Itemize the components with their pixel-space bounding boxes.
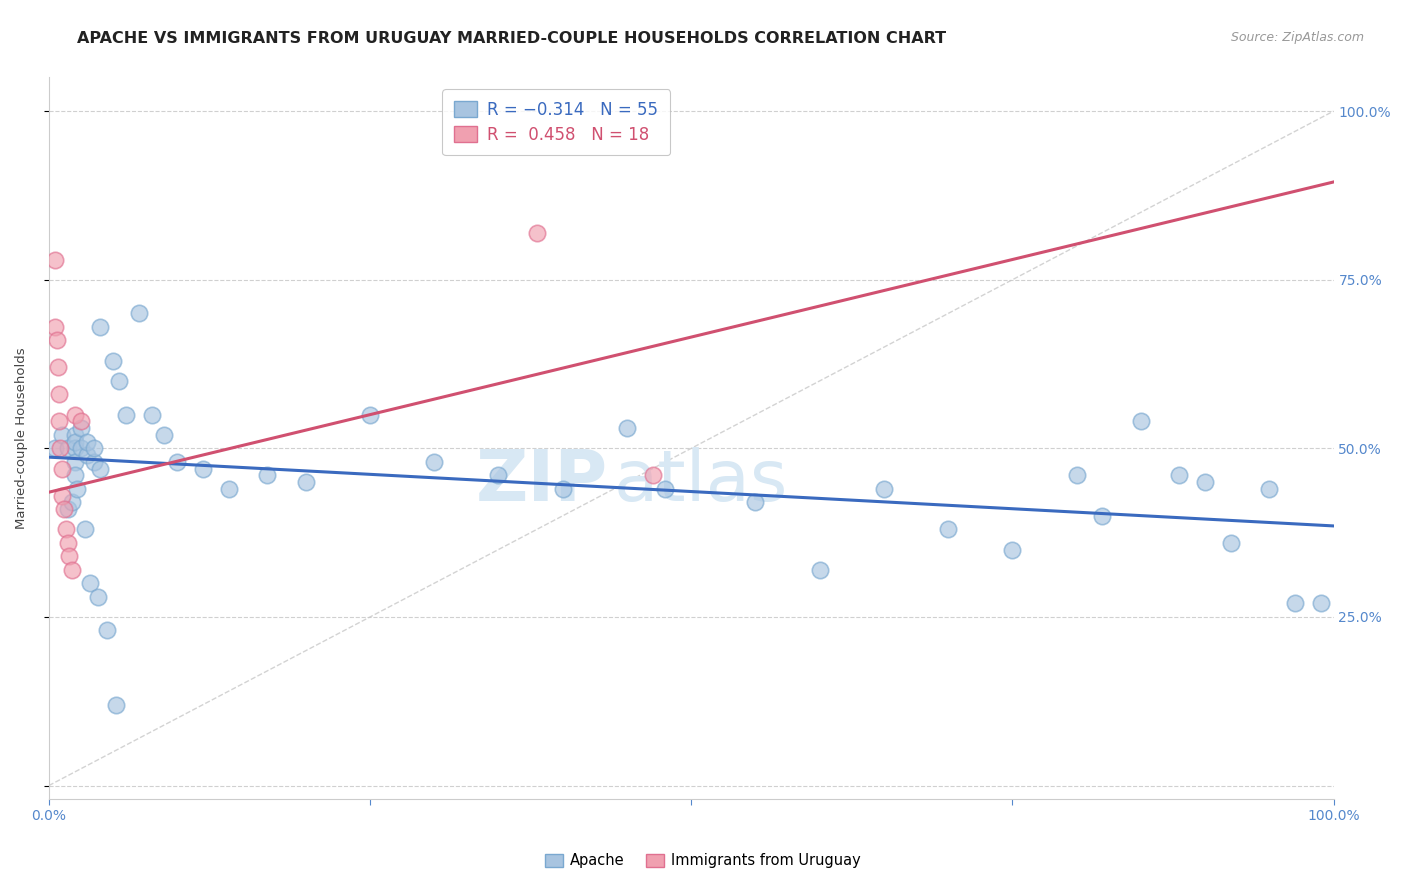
Text: Source: ZipAtlas.com: Source: ZipAtlas.com	[1230, 31, 1364, 45]
Point	[53, 502, 76, 516]
Point	[1001, 542, 1024, 557]
Legend: Apache, Immigrants from Uruguay: Apache, Immigrants from Uruguay	[537, 847, 869, 876]
Point	[359, 408, 381, 422]
Point	[63, 434, 86, 449]
Point	[79, 576, 101, 591]
Point	[60, 563, 83, 577]
Point	[70, 421, 93, 435]
Point	[526, 226, 548, 240]
Point	[51, 428, 73, 442]
Point	[56, 442, 79, 456]
Point	[218, 482, 240, 496]
Point	[51, 489, 73, 503]
Point	[63, 468, 86, 483]
Text: APACHE VS IMMIGRANTS FROM URUGUAY MARRIED-COUPLE HOUSEHOLDS CORRELATION CHART: APACHE VS IMMIGRANTS FROM URUGUAY MARRIE…	[77, 31, 946, 46]
Point	[70, 414, 93, 428]
Point	[1284, 597, 1306, 611]
Point	[1219, 536, 1241, 550]
Point	[128, 306, 150, 320]
Point	[56, 536, 79, 550]
Legend: R = −0.314   N = 55, R =  0.458   N = 18: R = −0.314 N = 55, R = 0.458 N = 18	[443, 89, 671, 155]
Point	[49, 442, 72, 456]
Point	[1066, 468, 1088, 483]
Point	[654, 482, 676, 496]
Point	[1309, 597, 1331, 611]
Point	[294, 475, 316, 489]
Point	[1129, 414, 1152, 428]
Point	[166, 455, 188, 469]
Point	[89, 461, 111, 475]
Point	[96, 624, 118, 638]
Point	[55, 522, 77, 536]
Point	[423, 455, 446, 469]
Point	[115, 408, 138, 422]
Point	[141, 408, 163, 422]
Point	[73, 522, 96, 536]
Text: ZIP: ZIP	[475, 447, 607, 516]
Point	[153, 428, 176, 442]
Point	[83, 455, 105, 469]
Point	[101, 353, 124, 368]
Point	[873, 482, 896, 496]
Point	[488, 468, 510, 483]
Point	[83, 442, 105, 456]
Point	[44, 320, 66, 334]
Point	[936, 522, 959, 536]
Point	[76, 448, 98, 462]
Point	[60, 495, 83, 509]
Y-axis label: Married-couple Households: Married-couple Households	[15, 348, 28, 529]
Point	[63, 442, 86, 456]
Point	[1194, 475, 1216, 489]
Point	[63, 428, 86, 442]
Point	[48, 414, 70, 428]
Point	[44, 442, 66, 456]
Point	[86, 590, 108, 604]
Point	[744, 495, 766, 509]
Point	[616, 421, 638, 435]
Point	[1168, 468, 1191, 483]
Point	[56, 502, 79, 516]
Point	[808, 563, 831, 577]
Point	[70, 442, 93, 456]
Point	[63, 408, 86, 422]
Point	[104, 698, 127, 712]
Point	[58, 549, 80, 564]
Point	[63, 455, 86, 469]
Point	[44, 252, 66, 267]
Point	[191, 461, 214, 475]
Point	[641, 468, 664, 483]
Point	[66, 482, 89, 496]
Point	[108, 374, 131, 388]
Point	[551, 482, 574, 496]
Point	[46, 360, 69, 375]
Point	[45, 334, 67, 348]
Point	[89, 320, 111, 334]
Point	[76, 434, 98, 449]
Point	[1258, 482, 1281, 496]
Point	[1091, 508, 1114, 523]
Point	[256, 468, 278, 483]
Point	[48, 387, 70, 401]
Point	[51, 461, 73, 475]
Text: atlas: atlas	[614, 447, 789, 516]
